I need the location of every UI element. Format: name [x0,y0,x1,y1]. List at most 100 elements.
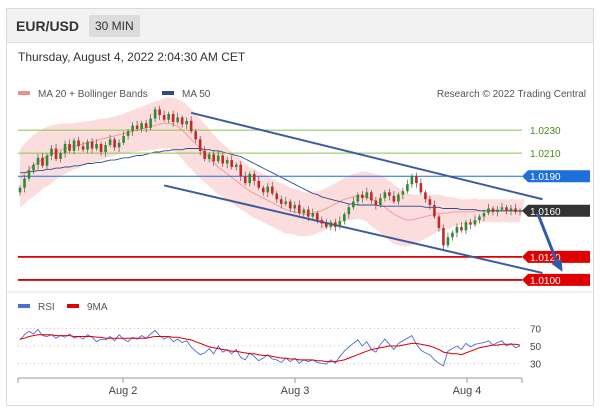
x-tick-label: Aug 3 [281,385,310,397]
candle-body [86,141,89,150]
candle-body [460,226,463,231]
candle-body [279,199,283,204]
candle-body [392,195,396,202]
level-1-0160-tag [522,204,590,217]
candle-body [27,170,31,179]
forecast-arrow-head [551,258,563,272]
candle-body [135,125,139,129]
candle-body [72,140,76,151]
rsi-tick-50: 50 [530,342,542,353]
legend-label-9ma: 9MA [87,302,108,313]
candle-body [491,208,495,212]
candle-body [352,201,355,208]
candle-body [248,173,252,184]
candle-body [509,208,513,211]
candle-body [500,207,504,210]
ma50-line [20,148,525,212]
candle-body [329,222,333,227]
candle-body [437,216,441,229]
legend-swatch-9ma [67,304,79,308]
candle-body [410,176,414,185]
candle-body [171,113,175,123]
candle-body [306,209,310,217]
candle-body [514,208,517,212]
candle-body [424,192,427,200]
candle-body [482,213,486,217]
legend-label-bollinger: MA 20 + Bollinger Bands [38,89,148,100]
candle-body [406,184,409,192]
candle-body [162,115,166,120]
candle-body [198,139,202,151]
level-1-0190-label: 1.0190 [530,172,561,183]
rsi-ma-line [19,334,521,363]
candle-body [117,142,121,148]
candle-body [90,141,94,149]
candle-body [50,148,53,156]
x-tick-label: Aug 2 [109,385,138,397]
candle-body [365,192,369,199]
candle-body [325,223,328,227]
candle-body [356,194,360,202]
level-1-0160-label: 1.0160 [530,207,561,218]
x-tick-label: Aug 4 [453,385,482,397]
candle-body [496,209,499,212]
legend-swatch-rsi [18,304,30,308]
candle-body [257,180,261,188]
legend-swatch-ma50 [162,91,174,95]
candle-body [113,139,116,148]
candle-body [455,226,459,233]
candle-body [216,155,220,162]
candle-body [180,117,184,125]
candle-body [297,205,301,214]
candle-body [464,222,468,231]
candle-body [158,109,161,116]
rsi-tick-70: 70 [530,325,542,336]
candle-body [189,120,193,132]
level-1-0190-tag [522,170,590,183]
candle-body [225,160,229,164]
candle-body [36,157,40,165]
candle-body [302,209,306,214]
candle-body [185,120,188,125]
candle-body [212,154,215,162]
candle-body [81,146,85,150]
candle-body [122,135,125,143]
candle-body [95,143,98,149]
candle-body [266,186,270,193]
forecast-arrow-shaft [536,213,559,265]
candle-body [18,187,22,193]
candle-body [203,150,206,159]
candle-body [104,145,107,152]
candle-body [315,213,319,220]
candle-body [370,192,373,201]
candle-body [149,118,152,128]
candle-body [383,192,387,199]
candle-body [401,191,405,195]
candle-body [361,194,364,199]
candle-body [234,164,238,167]
candle-body [388,192,391,196]
candle-body [41,157,44,166]
candle-body [167,113,170,120]
timestamp: Thursday, August 4, 2022 2:04:30 AM CET [18,50,246,64]
level-1-0100-tag [522,273,590,286]
timeframe-button[interactable]: 30 MIN [89,15,140,37]
candle-body [230,160,234,167]
candle-body [126,131,130,136]
candle-body [334,222,337,227]
candle-body [77,140,80,147]
candle-body [419,183,423,193]
candle-body [275,193,279,200]
legend-swatch-bollinger [18,91,30,95]
candle-body [153,109,157,119]
candle-body [343,214,346,222]
candle-body [284,201,288,204]
candle-body [207,154,211,159]
candle-body [311,213,315,217]
channel-lower-line [163,184,543,274]
channel-upper-line [190,111,543,201]
candle-body [45,155,49,166]
level-1-0120-label: 1.0120 [530,253,561,264]
candle-body [32,164,35,171]
